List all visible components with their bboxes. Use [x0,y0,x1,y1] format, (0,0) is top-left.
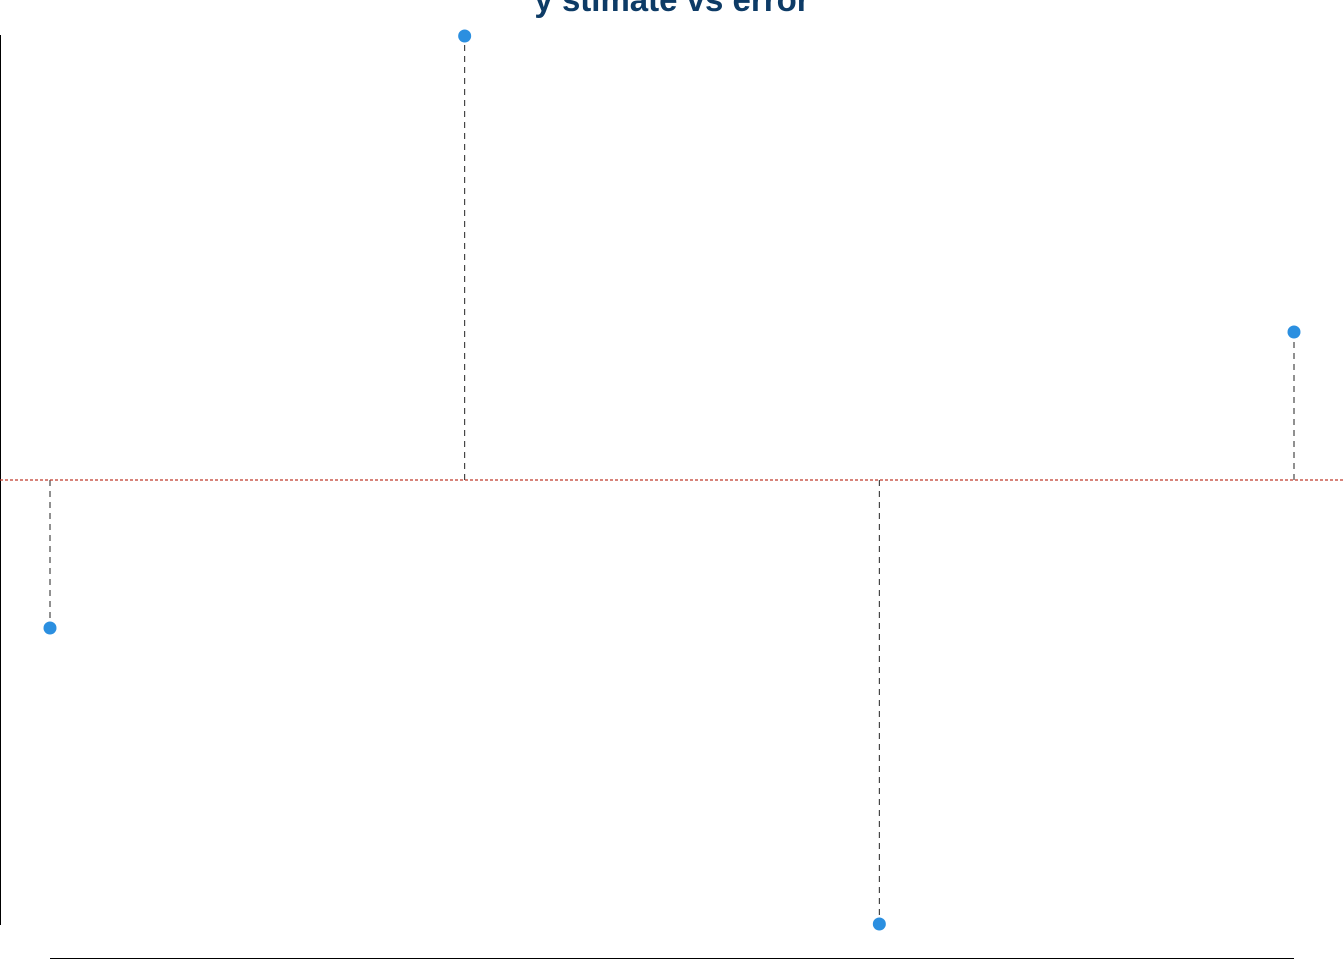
data-point [1287,325,1301,339]
stems [49,36,1295,924]
data-point [872,917,886,931]
chart-title: y stimate vs error [0,0,1344,20]
data-point [458,29,472,43]
data-point [43,621,57,635]
points [43,29,1301,931]
